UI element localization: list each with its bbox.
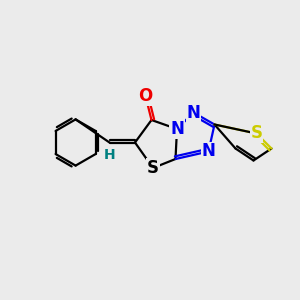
Text: N: N [170, 120, 184, 138]
Text: S: S [147, 159, 159, 177]
Text: S: S [250, 124, 262, 142]
Text: H: H [104, 148, 115, 162]
Text: N: N [202, 142, 215, 160]
Text: O: O [138, 87, 153, 105]
Text: N: N [187, 103, 200, 122]
